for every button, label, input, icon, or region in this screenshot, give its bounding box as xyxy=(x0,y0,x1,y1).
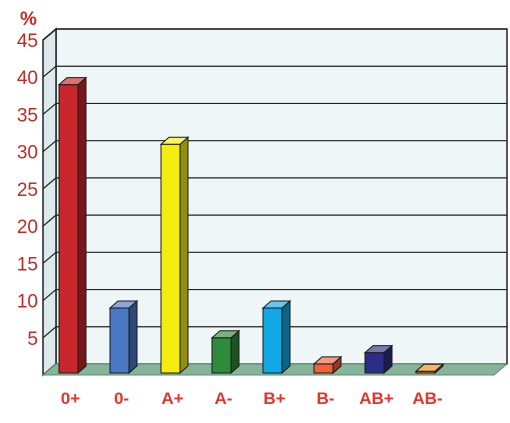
gridline xyxy=(42,326,507,339)
y-tick-label: 20 xyxy=(17,217,38,238)
bar-A+ xyxy=(159,136,190,375)
bar-front xyxy=(262,307,283,374)
gridline xyxy=(42,28,507,41)
x-axis-labels: 0+ 0- A+ A- B+ B- AB+ AB- xyxy=(61,389,443,408)
bar-top xyxy=(159,136,190,145)
bar-top xyxy=(57,77,88,86)
x-category-label: B+ xyxy=(263,389,285,408)
bar-front xyxy=(109,307,130,374)
bar-top xyxy=(414,363,445,372)
bar-series xyxy=(57,76,445,375)
bar-front xyxy=(364,352,385,374)
y-tick-label: 30 xyxy=(17,143,38,164)
bar-side xyxy=(77,76,87,375)
x-category-label: 0+ xyxy=(61,389,80,408)
y-tick-label: 10 xyxy=(17,292,38,313)
gridline xyxy=(42,251,507,264)
gridline xyxy=(42,214,507,227)
bar-front xyxy=(58,84,79,374)
y-tick-label: 5 xyxy=(27,329,38,350)
bar-top xyxy=(210,330,241,339)
bar-side xyxy=(179,136,189,375)
y-tick-label: 35 xyxy=(17,105,38,126)
bar-0+ xyxy=(57,76,88,375)
bar-top xyxy=(261,300,292,309)
plot-side-wall xyxy=(42,27,57,377)
bar-top xyxy=(312,356,343,365)
bar-A- xyxy=(210,329,241,375)
gridline xyxy=(42,65,507,78)
bar-top xyxy=(363,345,394,354)
bar-AB+ xyxy=(363,344,394,375)
bar-0- xyxy=(108,299,139,375)
y-axis-ticks: 5 10 15 20 25 30 35 40 45 xyxy=(17,31,38,350)
y-tick-label: 25 xyxy=(17,180,38,201)
x-category-label: A- xyxy=(215,389,233,408)
y-tick-label: 45 xyxy=(17,31,38,52)
bar-front xyxy=(160,143,181,374)
gridline xyxy=(42,102,507,115)
bar-top xyxy=(108,300,139,309)
gridline xyxy=(42,288,507,302)
bar-front xyxy=(313,363,334,374)
x-category-label: AB+ xyxy=(359,389,394,408)
x-category-label: AB- xyxy=(412,389,442,408)
gridline xyxy=(42,140,507,153)
bar-side xyxy=(128,299,138,375)
x-category-label: B- xyxy=(317,389,335,408)
y-axis-unit-label: % xyxy=(20,9,37,30)
bar-AB- xyxy=(414,363,445,375)
x-category-label: 0- xyxy=(114,389,129,408)
y-tick-label: 15 xyxy=(17,254,38,275)
bar-B- xyxy=(312,355,343,375)
bar-front xyxy=(211,337,232,374)
bar-side xyxy=(281,299,291,375)
y-tick-label: 40 xyxy=(17,68,38,89)
gridline xyxy=(42,177,507,190)
bar-B+ xyxy=(261,299,292,375)
gridlines xyxy=(42,28,507,339)
x-category-label: A+ xyxy=(161,389,183,408)
